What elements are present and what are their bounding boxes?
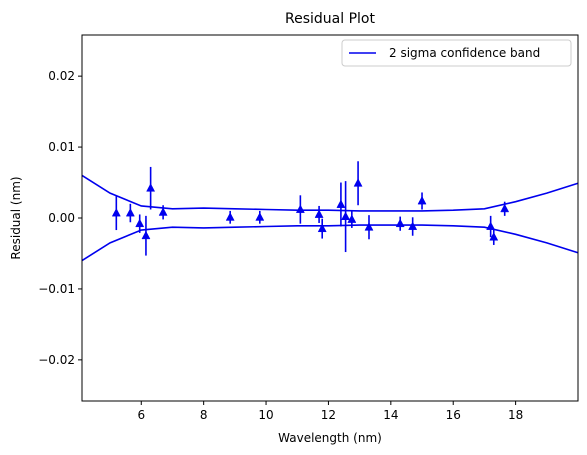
data-point	[353, 161, 363, 206]
triangle-marker	[486, 221, 496, 230]
data-point	[125, 203, 135, 223]
triangle-marker	[489, 232, 499, 241]
triangle-marker	[364, 222, 374, 231]
x-tick-label: 8	[200, 408, 208, 422]
data-point	[314, 205, 324, 223]
triangle-marker	[336, 199, 346, 208]
band-upper-line	[81, 174, 579, 212]
data-point	[158, 205, 168, 220]
triangle-marker	[317, 223, 327, 233]
x-tick-label: 16	[446, 408, 461, 422]
plot-area	[82, 35, 578, 401]
triangle-marker	[125, 208, 135, 217]
triangle-marker	[417, 195, 427, 205]
data-point	[141, 215, 151, 256]
y-tick-label: 0.02	[48, 69, 75, 83]
triangle-marker	[225, 212, 235, 221]
data-point	[135, 214, 145, 233]
y-tick-label: 0.01	[48, 140, 75, 154]
x-tick-label: 10	[258, 408, 273, 422]
triangle-marker	[135, 218, 145, 228]
data-point	[111, 196, 121, 231]
y-tick-label: −0.02	[38, 353, 75, 367]
x-tick-label: 12	[321, 408, 336, 422]
triangle-marker	[141, 230, 151, 240]
triangle-marker	[500, 203, 510, 213]
triangle-marker	[255, 212, 265, 221]
data-point	[395, 216, 405, 231]
data-point	[336, 182, 346, 227]
data-point	[500, 201, 510, 216]
y-axis-label: Residual (nm)	[9, 176, 23, 259]
residual-points	[111, 161, 510, 256]
triangle-marker	[295, 204, 305, 213]
data-point	[347, 210, 357, 228]
x-axis-ticks: 6 8 10 12 14 16 18	[137, 401, 523, 422]
triangle-marker	[341, 211, 351, 220]
x-tick-label: 14	[383, 408, 398, 422]
data-point	[225, 210, 235, 224]
data-point	[146, 166, 156, 210]
x-tick-label: 18	[508, 408, 523, 422]
chart-title: Residual Plot	[285, 11, 375, 27]
legend: 2 sigma confidence band	[341, 39, 572, 67]
data-point	[486, 215, 496, 238]
data-point	[341, 181, 351, 253]
data-point	[417, 192, 427, 210]
triangle-marker	[314, 209, 324, 218]
triangle-marker	[408, 221, 418, 230]
data-point	[489, 229, 499, 245]
data-point	[295, 195, 305, 224]
triangle-marker	[395, 218, 405, 228]
legend-box	[341, 39, 572, 67]
plot-background	[82, 35, 578, 401]
triangle-marker	[347, 214, 357, 223]
data-point	[317, 218, 327, 239]
x-axis-label: Wavelength (nm)	[278, 431, 382, 445]
triangle-marker	[158, 207, 168, 216]
x-tick-label: 6	[137, 408, 145, 422]
y-tick-label: −0.01	[38, 282, 75, 296]
data-point	[408, 217, 418, 236]
triangle-marker	[353, 178, 363, 187]
triangle-marker	[146, 183, 156, 192]
y-axis-ticks: −0.02 −0.01 0.00 0.01 0.02	[38, 69, 82, 367]
y-tick-label: 0.00	[48, 211, 75, 225]
legend-label: 2 sigma confidence band	[389, 46, 540, 60]
data-point	[255, 210, 265, 224]
triangle-marker	[111, 208, 121, 217]
data-point	[364, 215, 374, 240]
